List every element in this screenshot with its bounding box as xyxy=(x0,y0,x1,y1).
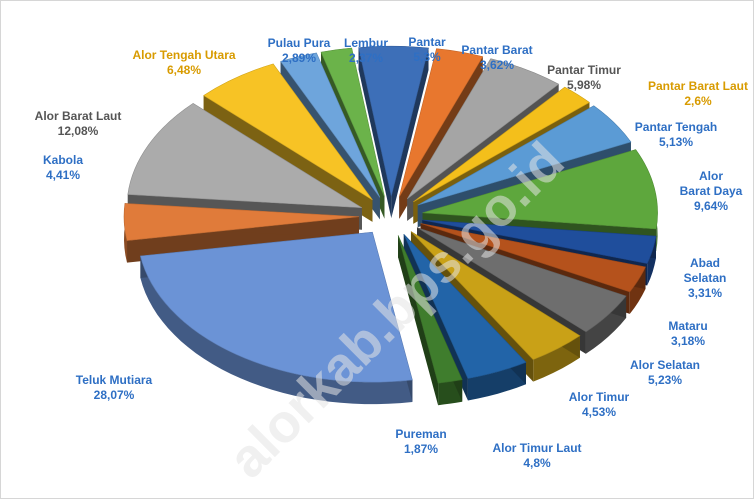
slice-top xyxy=(398,48,484,197)
slice-top xyxy=(422,149,658,230)
slice-top xyxy=(358,45,429,197)
label-name-alor-barat-laut: Alor Barat Laut xyxy=(35,109,122,123)
slice-kabola xyxy=(123,203,360,263)
label-value-pantar-timur: 5,98% xyxy=(567,78,601,92)
label-name-alor-barat-daya: Alor xyxy=(699,169,723,183)
label-name-pantar-tengah: Pantar Tengah xyxy=(635,120,717,134)
label-name-pureman: Pureman xyxy=(395,427,446,441)
label-value-pantar-barat-laut: 2,6% xyxy=(684,94,712,108)
label-value-alor-tengah-utara: 6,48% xyxy=(167,63,201,77)
pie-slices xyxy=(123,45,658,406)
slice-side xyxy=(467,362,526,401)
label-value-mataru: 3,18% xyxy=(671,334,705,348)
label-name-pantar-timur: Pantar Timur xyxy=(547,63,621,77)
slice-teluk-mutiara xyxy=(140,231,413,405)
slice-top xyxy=(416,227,627,333)
slice-wall xyxy=(358,47,392,219)
slice-top xyxy=(203,63,373,201)
slice-top xyxy=(140,231,413,383)
slice-top xyxy=(403,233,527,379)
slice-top xyxy=(422,219,657,264)
label-name-alor-selatan: Alor Selatan xyxy=(630,358,700,372)
label-name-alor-tengah-utara: Alor Tengah Utara xyxy=(132,48,235,62)
label-value-alor-timur-laut: 4,8% xyxy=(523,456,551,470)
label-value-lembur: 2,37% xyxy=(349,51,383,65)
label-name-abad-selatan: Abad xyxy=(690,256,720,270)
label-value-pureman: 1,87% xyxy=(404,442,438,456)
slice-top xyxy=(413,86,590,203)
label-value-alor-timur: 4,53% xyxy=(582,405,616,419)
slice-side xyxy=(140,256,413,405)
slice-wall xyxy=(391,48,429,219)
slice-top xyxy=(123,203,360,241)
slice-wall xyxy=(398,235,439,406)
slice-top xyxy=(397,235,463,384)
slice-top xyxy=(420,223,646,293)
label-name-alor-barat-daya: Barat Daya xyxy=(680,184,743,198)
label-name-abad-selatan: Selatan xyxy=(684,271,727,285)
label-name-teluk-mutiara: Teluk Mutiara xyxy=(76,373,153,387)
label-value-pulau-pura: 2,89% xyxy=(282,51,316,65)
label-value-pantar-tengah: 5,13% xyxy=(659,135,693,149)
label-value-alor-selatan: 5,23% xyxy=(648,373,682,387)
label-value-teluk-mutiara: 28,07% xyxy=(94,388,135,402)
label-value-pantar: 5,3% xyxy=(413,50,441,64)
label-name-pantar: Pantar xyxy=(408,35,446,49)
slice-top xyxy=(127,103,363,209)
label-name-mataru: Mataru xyxy=(668,319,707,333)
label-value-alor-barat-laut: 12,08% xyxy=(58,124,99,138)
slice-top xyxy=(280,52,381,198)
label-name-pantar-barat-laut: Pantar Barat Laut xyxy=(648,79,748,93)
label-value-pantar-barat: 3,62% xyxy=(480,58,514,72)
slice-pureman xyxy=(397,235,463,406)
slice-top xyxy=(410,231,581,360)
label-name-pulau-pura: Pulau Pura xyxy=(268,36,331,50)
slice-pantar xyxy=(358,45,429,219)
label-name-kabola: Kabola xyxy=(43,153,83,167)
slice-top xyxy=(406,58,560,200)
label-name-pantar-barat: Pantar Barat xyxy=(461,43,532,57)
label-name-alor-timur-laut: Alor Timur Laut xyxy=(492,441,581,455)
label-value-abad-selatan: 3,31% xyxy=(688,286,722,300)
label-name-alor-timur: Alor Timur xyxy=(569,390,630,404)
slice-top xyxy=(417,105,632,206)
label-name-lembur: Lembur xyxy=(344,36,388,50)
label-value-kabola: 4,41% xyxy=(46,168,80,182)
slice-top xyxy=(320,47,385,197)
label-value-alor-barat-daya: 9,64% xyxy=(694,199,728,213)
